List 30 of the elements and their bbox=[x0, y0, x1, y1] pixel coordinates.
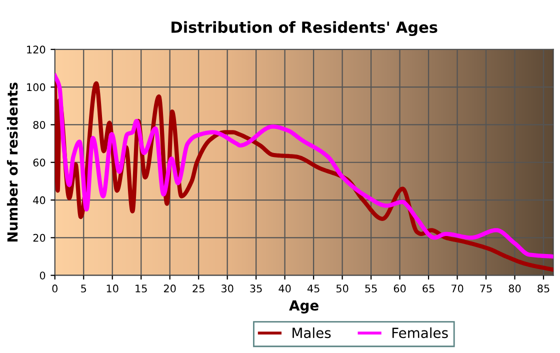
x-tick-label: 50 bbox=[336, 284, 348, 292]
x-tick-label: 70 bbox=[452, 284, 464, 292]
legend-label: Females bbox=[392, 327, 448, 338]
chart-title: Distribution of Residents' Ages bbox=[172, 21, 438, 36]
y-axis-title: Number of residents bbox=[6, 82, 18, 242]
y-tick-label: 100 bbox=[27, 83, 46, 92]
y-tick-label: 120 bbox=[27, 46, 46, 54]
x-tick-label: 25 bbox=[192, 284, 204, 292]
x-tick-label: 80 bbox=[508, 284, 521, 292]
x-tick-label: 10 bbox=[106, 284, 118, 292]
x-tick-label: 45 bbox=[307, 284, 320, 292]
x-tick-label: 35 bbox=[250, 284, 262, 292]
x-tick-label: 55 bbox=[365, 284, 377, 292]
x-axis-title: Age bbox=[289, 300, 318, 314]
x-tick-label: 85 bbox=[538, 284, 550, 292]
y-tick-label: 80 bbox=[33, 120, 46, 129]
y-tick-label: 0 bbox=[40, 272, 46, 280]
x-tick-label: 75 bbox=[480, 284, 492, 292]
y-tick-label: 60 bbox=[33, 158, 46, 166]
x-tick-label: 5 bbox=[81, 284, 86, 292]
x-tick-label: 15 bbox=[136, 284, 147, 292]
x-tick-label: 60 bbox=[394, 284, 406, 292]
x-tick-label: 65 bbox=[422, 284, 434, 292]
x-tick-label: 0 bbox=[52, 284, 58, 292]
y-tick-label: 40 bbox=[33, 196, 46, 204]
legend-label: Males bbox=[292, 327, 331, 338]
x-tick-label: 40 bbox=[278, 284, 291, 292]
y-tick-label: 20 bbox=[33, 234, 46, 242]
x-tick-label: 20 bbox=[164, 284, 176, 292]
x-tick-label: 30 bbox=[222, 284, 234, 292]
